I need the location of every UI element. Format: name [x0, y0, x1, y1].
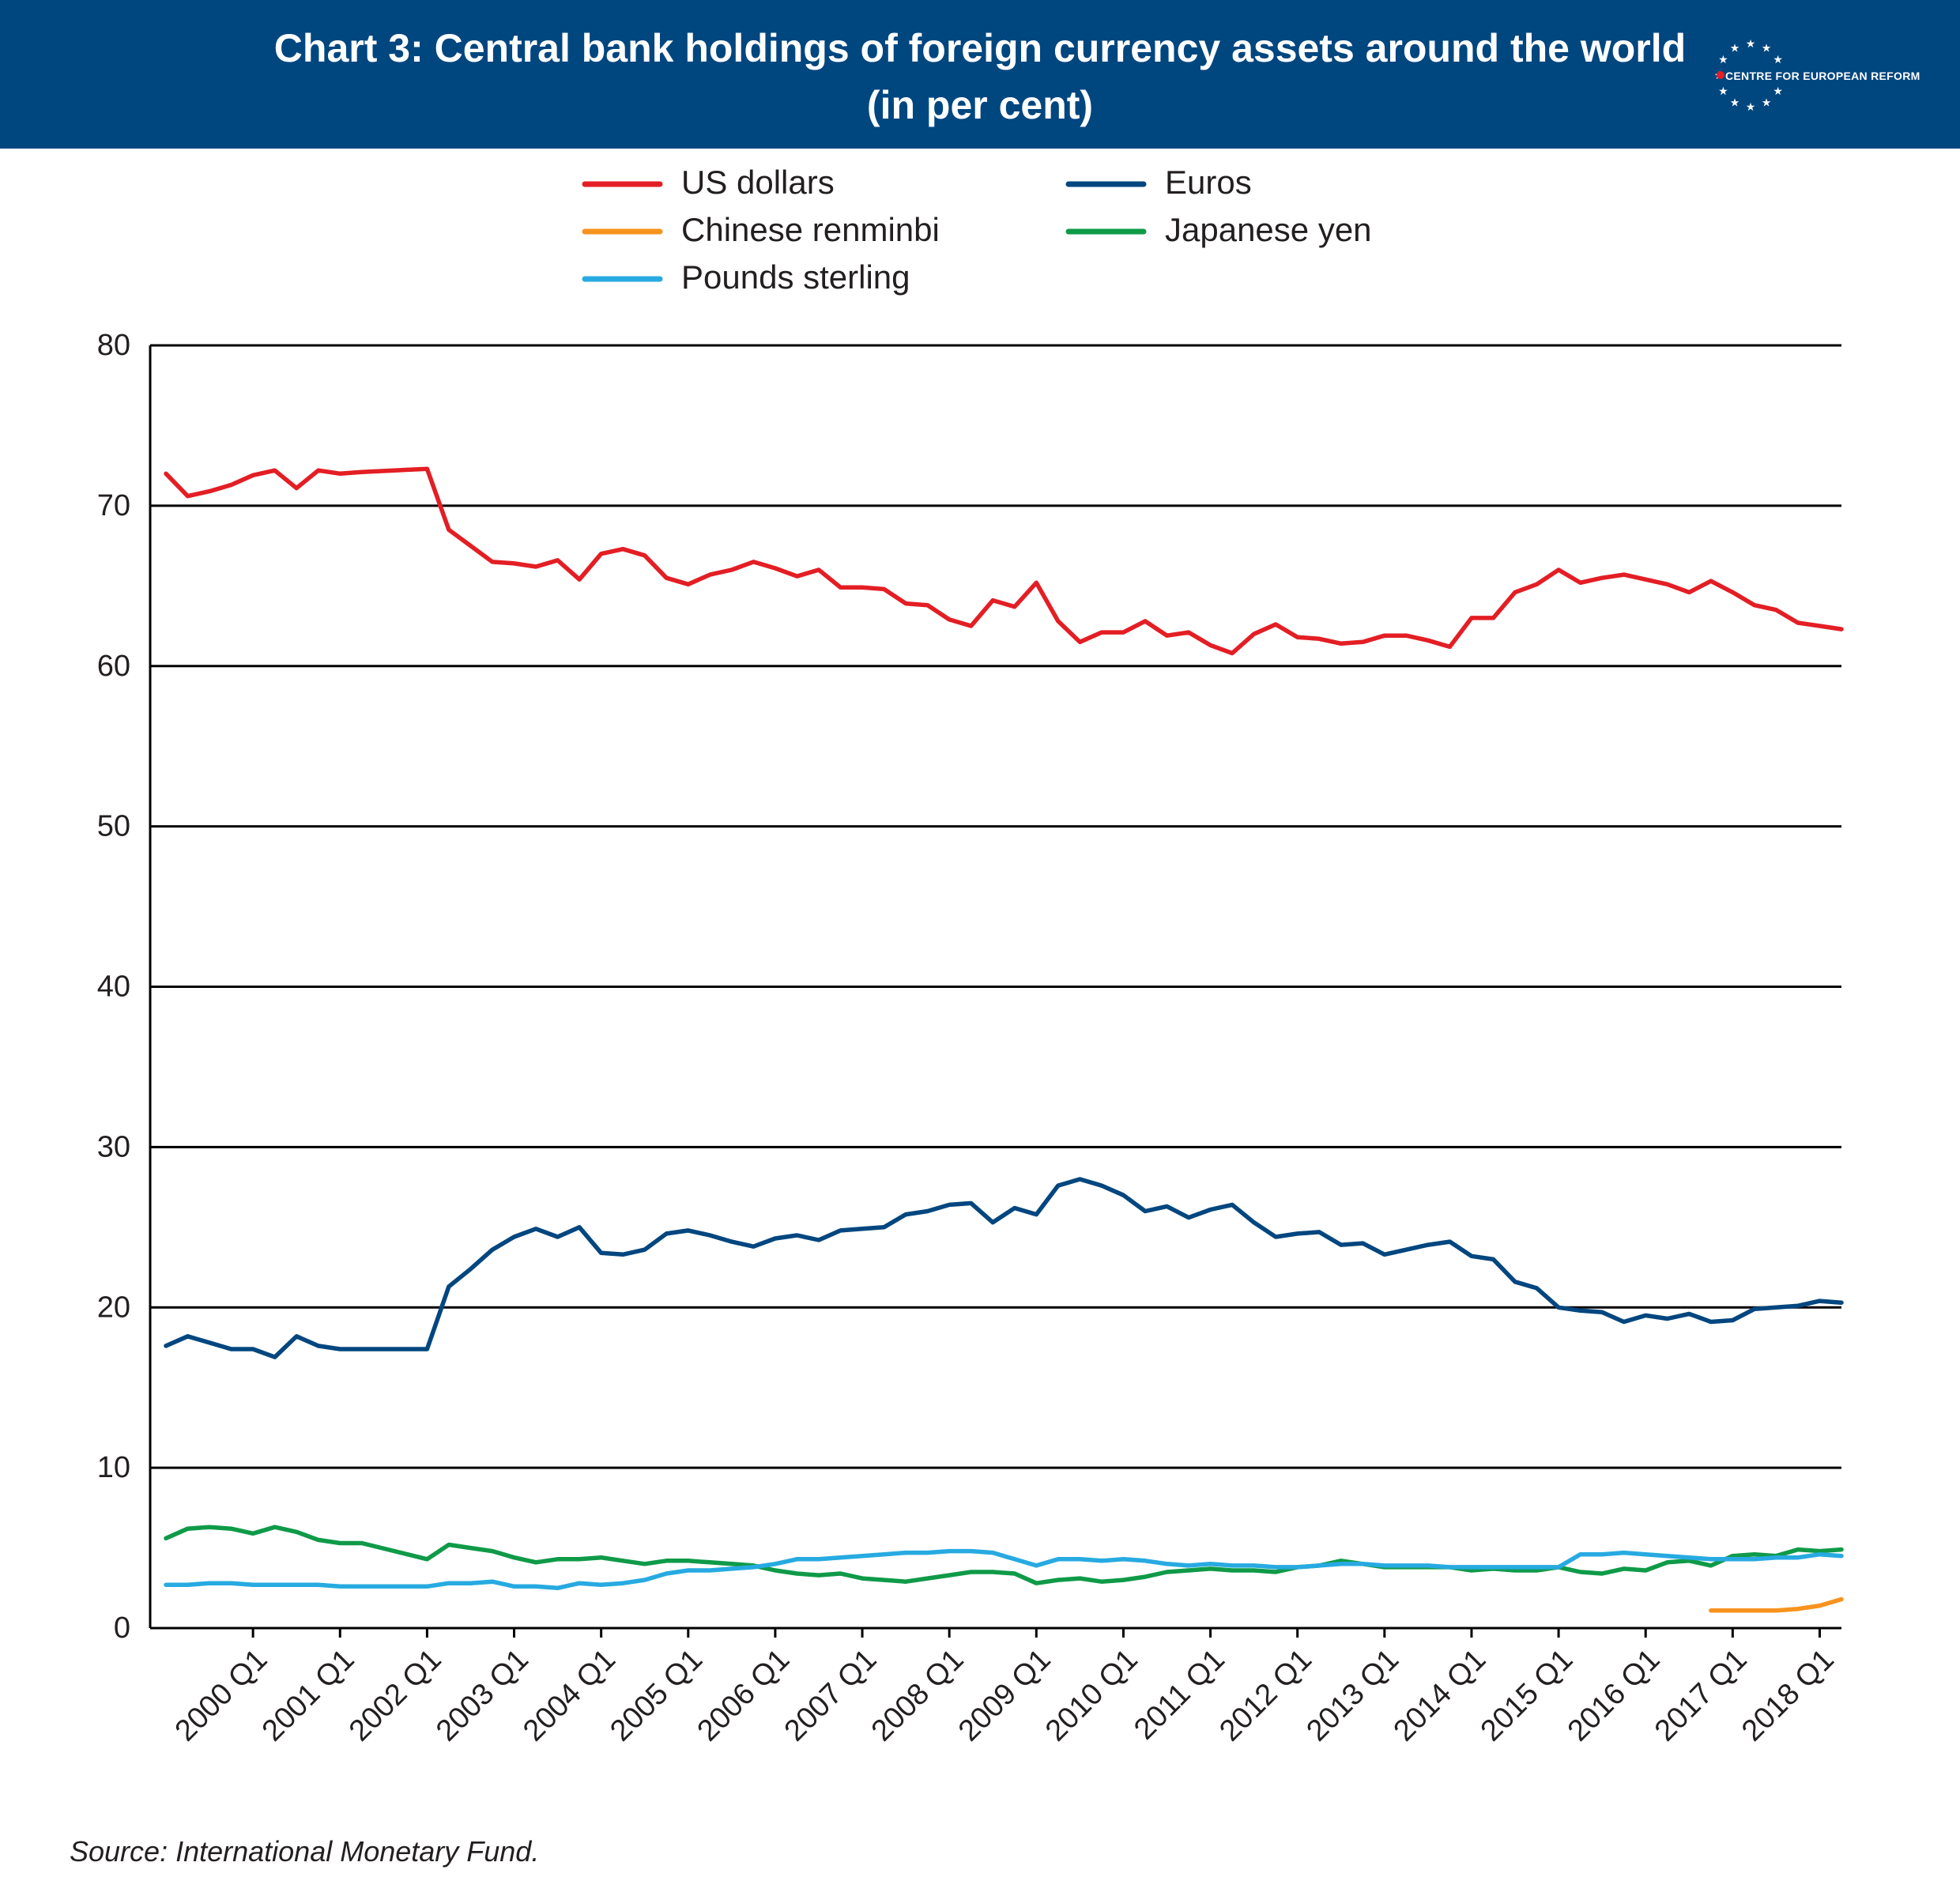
- x-tick-label: 2000 Q1: [169, 1643, 274, 1748]
- logo-star: ★: [1773, 53, 1783, 66]
- logo-star: ★: [1762, 96, 1772, 109]
- logo-star: ★: [1762, 41, 1772, 54]
- chart-subtitle: (in per cent): [866, 83, 1094, 127]
- logo-red-dot: [1717, 71, 1724, 79]
- legend-label: Euros: [1165, 164, 1252, 201]
- x-tick-label: 2009 Q1: [952, 1643, 1057, 1748]
- series-line-euros: [164, 1177, 1844, 1359]
- chart-header: Chart 3: Central bank holdings of foreig…: [0, 0, 1960, 149]
- y-tick-label: 60: [97, 650, 130, 683]
- x-tick-label: 2016 Q1: [1562, 1643, 1667, 1748]
- x-tick-label: 2011 Q1: [1128, 1643, 1231, 1747]
- y-tick-label: 50: [97, 810, 130, 843]
- x-tick-label: 2012 Q1: [1213, 1643, 1318, 1748]
- x-tick-label: 2013 Q1: [1300, 1643, 1405, 1748]
- legend-label: Japanese yen: [1165, 211, 1372, 248]
- y-tick-label: 80: [97, 329, 130, 362]
- legend-label: Pounds sterling: [681, 258, 910, 296]
- y-tick-label: 20: [97, 1291, 130, 1324]
- y-tick-label: 70: [97, 489, 130, 522]
- x-tick-label: 2010 Q1: [1039, 1643, 1144, 1748]
- y-tick-label: 40: [97, 971, 130, 1004]
- eu-star-circle-icon: ★★★★★★★★★★★: [1714, 37, 1783, 113]
- y-tick-label: 0: [114, 1611, 130, 1645]
- logo-star: ★: [1746, 37, 1756, 50]
- x-tick-label: 2004 Q1: [517, 1643, 622, 1748]
- x-tick-label: 2018 Q1: [1736, 1643, 1841, 1748]
- series-line-pounds-sterling: [164, 1548, 1844, 1591]
- x-tick-label: 2003 Q1: [430, 1643, 535, 1748]
- x-tick-label: 2007 Q1: [778, 1643, 884, 1748]
- series-line-japanese-yen: [164, 1525, 1844, 1585]
- x-tick-label: 2014 Q1: [1388, 1643, 1493, 1748]
- x-tick-label: 2006 Q1: [691, 1643, 796, 1748]
- x-tick-label: 2001 Q1: [256, 1643, 361, 1748]
- x-tick-label: 2008 Q1: [865, 1643, 971, 1748]
- series-line-chinese-renminbi: [1709, 1596, 1844, 1613]
- x-tick-label: 2002 Q1: [343, 1643, 448, 1748]
- x-tick-label: 2017 Q1: [1649, 1643, 1754, 1748]
- logo-star: ★: [1730, 96, 1740, 109]
- legend-label: Chinese renminbi: [681, 211, 940, 248]
- x-tick-label: 2005 Q1: [604, 1643, 709, 1748]
- logo-star: ★: [1773, 85, 1783, 97]
- legend-label: US dollars: [681, 164, 835, 201]
- logo-star: ★: [1730, 41, 1740, 54]
- chart-title: Chart 3: Central bank holdings of foreig…: [273, 26, 1687, 70]
- series-line-us-dollars: [164, 466, 1844, 656]
- y-tick-label: 30: [97, 1130, 130, 1163]
- logo-text: CENTRE FOR EUROPEAN REFORM: [1725, 70, 1920, 82]
- source-note: Source: International Monetary Fund.: [70, 1835, 540, 1868]
- logo-star: ★: [1746, 100, 1756, 113]
- y-tick-label: 10: [97, 1451, 130, 1484]
- x-tick-label: 2015 Q1: [1475, 1643, 1580, 1748]
- logo-star: ★: [1718, 85, 1728, 97]
- logo-star: ★: [1718, 53, 1728, 66]
